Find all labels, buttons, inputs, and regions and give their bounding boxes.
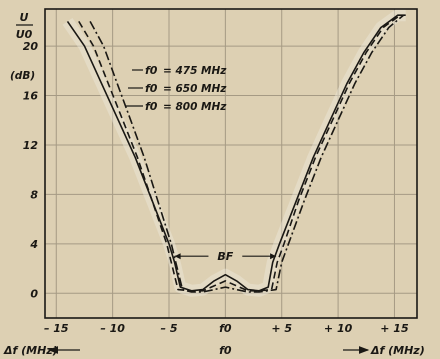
legend-item-prefix: f0 [145,64,158,77]
series-layer [66,14,406,293]
x-axis-title-left: Δf (MHz) [3,344,58,357]
x-tick-label: + 5 [271,322,292,335]
tick-labels: 0 4 8 12 16 20 – 15 – 10 – 5 f0 + 5 + 10 + 15 [23,40,409,335]
x-axis-title-right: Δf (MHz) [370,344,425,357]
bandwidth-arrowhead-left [174,253,181,260]
bandwidth-annotation: BF [174,250,277,263]
series-line-0 [89,14,405,293]
plot-border [44,8,418,319]
worn-highlight [62,9,406,297]
x-tick-label: + 10 [324,322,353,335]
y-axis-unit: (dB) [10,70,35,82]
bandwidth-label: BF [217,250,233,263]
legend-item-800: f0 = 800 MHz [145,100,227,113]
highlight-layer [62,9,406,297]
y-tick-label: 8 [30,188,38,201]
legend-item-text: = 475 MHz [163,65,227,77]
legend-item-prefix: f0 [145,82,158,95]
y-axis-title: U U0 (dB) [10,11,35,82]
x-tick-label: – 15 [44,322,69,335]
legend: f0 = 475 MHz f0 = 650 MHz f0 = 800 MHz [126,64,227,113]
series-line-0 [66,14,406,292]
y-axis-title-denominator: U0 [16,28,33,41]
x-tick-label: f0 [219,322,232,335]
y-axis-title-numerator: U [20,11,29,24]
plot-frame [44,8,418,319]
series-line-0 [78,14,401,292]
y-tick-label: 4 [29,238,38,251]
y-tick-label: 12 [23,139,39,152]
y-tick-label: 0 [30,287,38,300]
x-center-label: f0 [219,344,232,357]
x-tick-label: – 5 [161,322,178,335]
x-tick-label: – 10 [100,322,125,335]
bandwidth-arrowhead-right [270,253,277,260]
x-tick-label: + 15 [380,322,409,335]
legend-item-650: f0 = 650 MHz [145,82,227,95]
x-axis-titles: Δf (MHz) Δf (MHz) f0 [3,344,425,357]
legend-item-text: = 800 MHz [163,101,227,113]
y-tick-label: 20 [23,40,39,53]
legend-item-prefix: f0 [145,100,158,113]
legend-item-475: f0 = 475 MHz [145,64,227,77]
y-tick-label: 16 [23,90,39,103]
legend-item-text: = 650 MHz [163,83,227,95]
